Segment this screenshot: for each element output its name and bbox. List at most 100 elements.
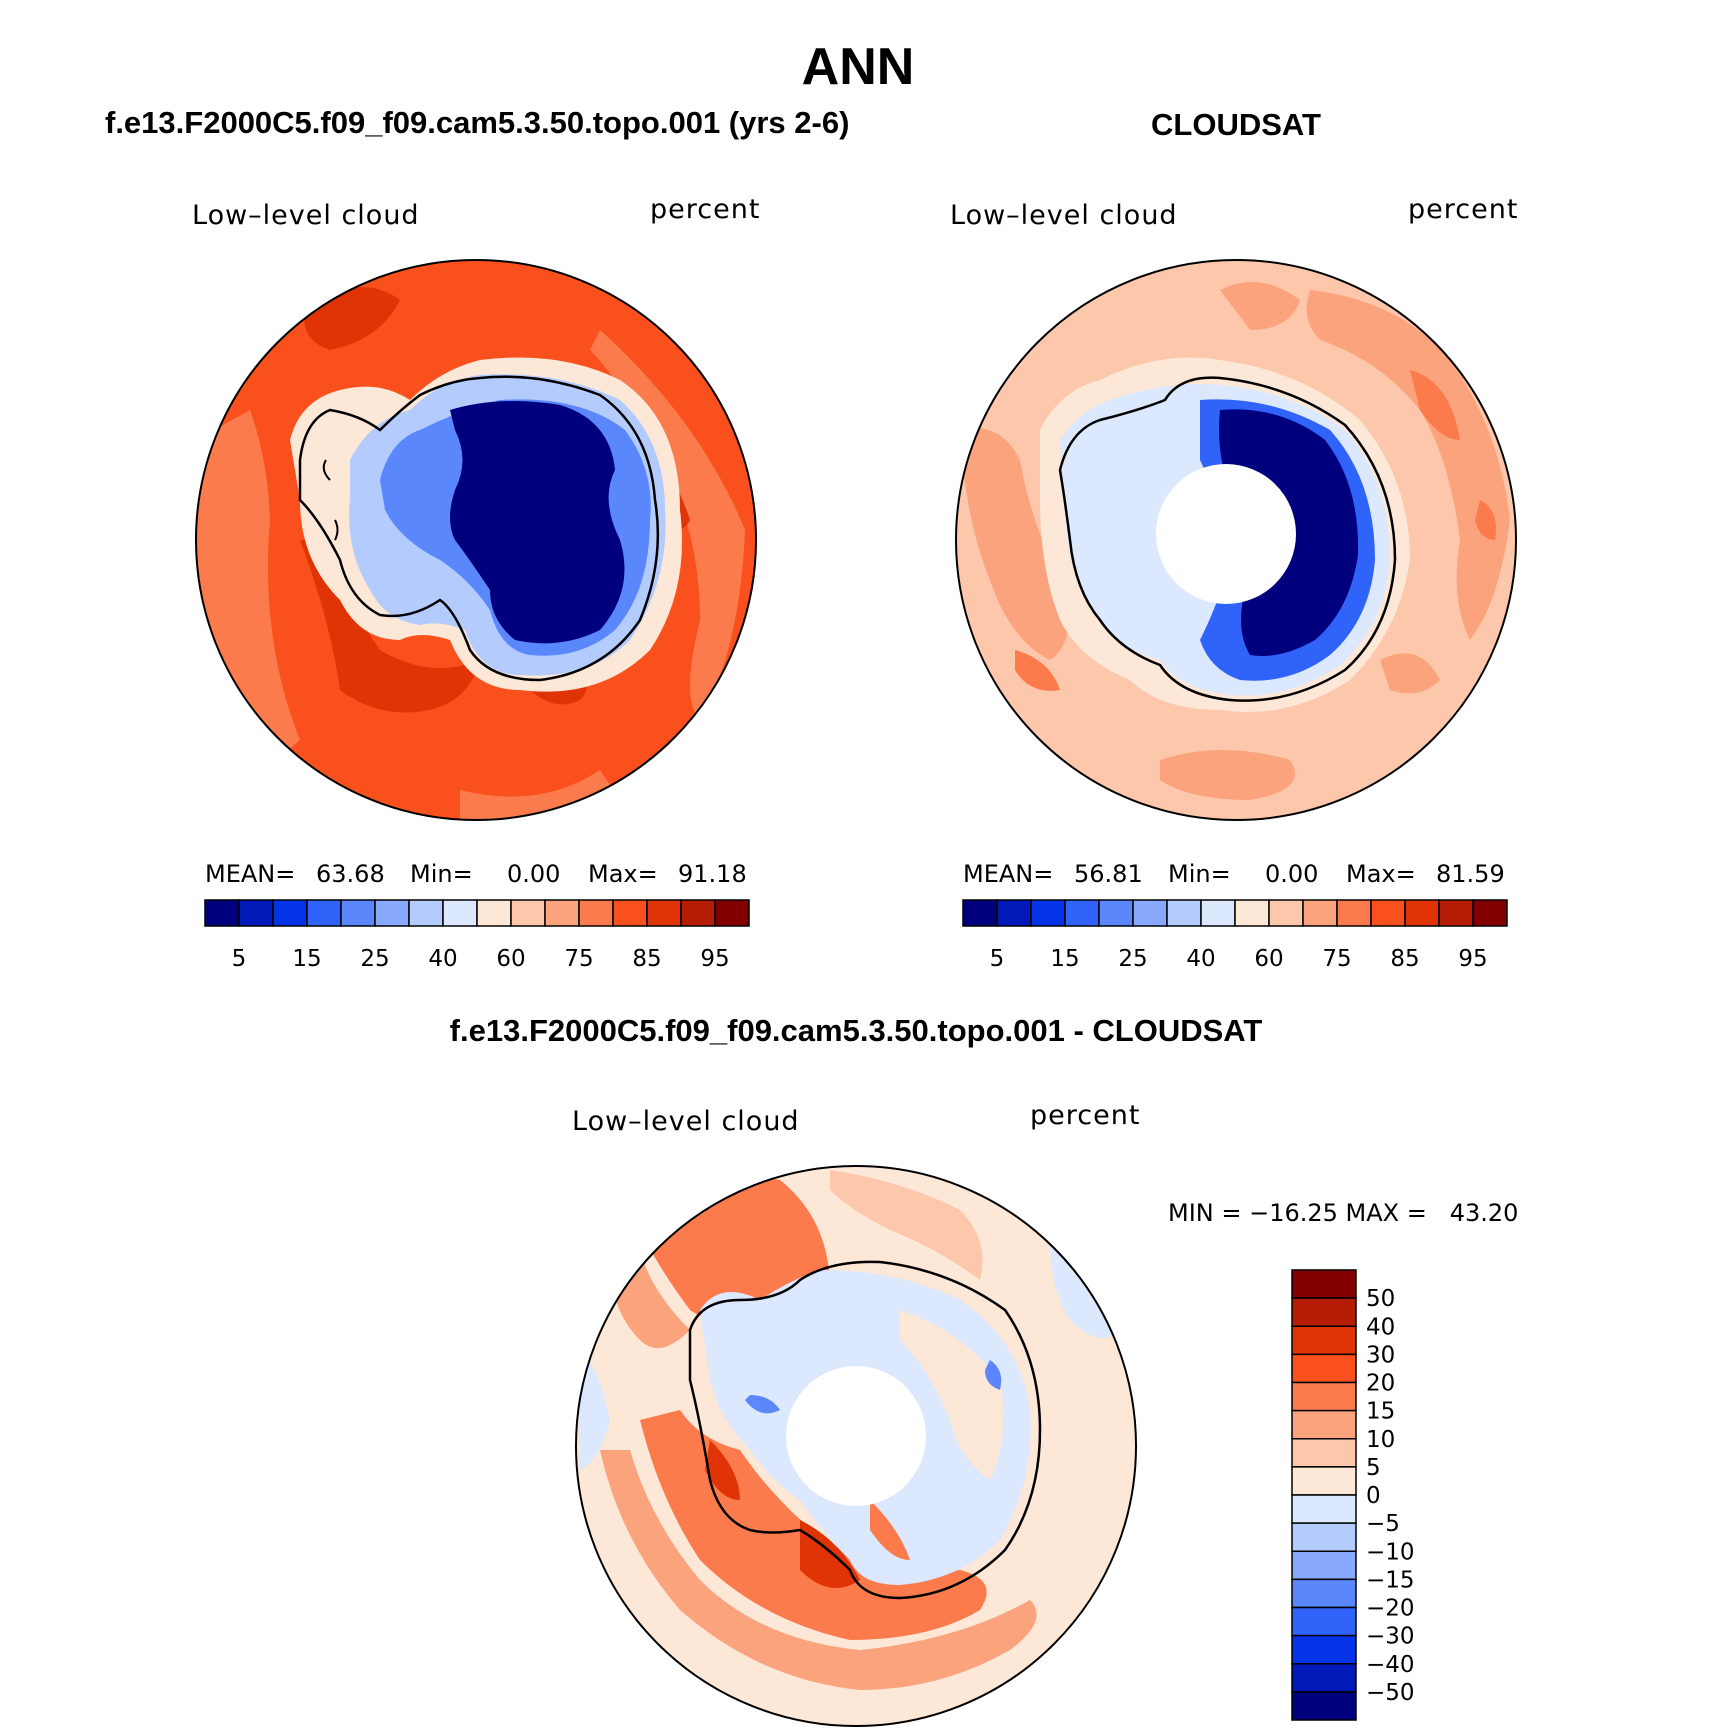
- panel-model-map-border: [195, 259, 757, 821]
- panel-diff-minmax: MIN = −16.25 MAX = 43.20: [1168, 1199, 1518, 1227]
- panel-model-colorbar-tick-label: 75: [564, 946, 593, 972]
- panel-model-max-value: 91.18: [678, 860, 747, 888]
- panel-diff-colorbar-tick-label: 40: [1366, 1314, 1395, 1340]
- panel-obs-colorbar-swatch: [1302, 899, 1338, 927]
- panel-diff-colorbar-swatch: [1291, 1522, 1357, 1552]
- panel-diff-colorbar-tick-label: −20: [1366, 1596, 1415, 1622]
- panel-obs-colorbar-ticks: 5 15 25 40 60 75 85 95: [990, 946, 1488, 972]
- panel-obs-colorbar-swatch: [1166, 899, 1202, 927]
- panel-obs-colorbar-tick-label: 95: [1458, 946, 1487, 972]
- panel-obs-max-label: Max=: [1346, 860, 1416, 888]
- panel-obs-colorbar: [962, 899, 1508, 927]
- panel-diff: f.e13.F2000C5.f09_f09.cam5.3.50.topo.001…: [450, 1013, 1518, 1727]
- panel-model-mean-label: MEAN=: [205, 860, 295, 888]
- panel-obs-colorbar-swatch: [1268, 899, 1304, 927]
- panel-obs-colorbar-tick-label: 60: [1254, 946, 1283, 972]
- panel-model-colorbar-tick-label: 95: [700, 946, 729, 972]
- panel-model-colorbar-tick-label: 85: [632, 946, 661, 972]
- panel-diff-colorbar-swatch: [1291, 1381, 1357, 1412]
- panel-diff-map-border: [575, 1165, 1137, 1727]
- panel-diff-units-label: percent: [1030, 1100, 1140, 1131]
- panel-obs-colorbar-swatch: [1404, 899, 1440, 927]
- panel-obs-colorbar-swatch: [996, 899, 1032, 927]
- panel-model-variable-label: Low–level cloud: [192, 200, 420, 231]
- panel-model-colorbar-swatch: [374, 899, 410, 927]
- panel-obs-map: [956, 260, 1516, 820]
- panel-model-colorbar-swatch: [578, 899, 614, 927]
- panel-diff-colorbar-swatch: [1291, 1409, 1357, 1440]
- panel-model-colorbar-swatch: [646, 899, 682, 927]
- panel-model-min-value: 0.00: [507, 860, 560, 888]
- panel-model-colorbar-tick-label: 40: [428, 946, 457, 972]
- panel-diff-colorbar-swatch: [1291, 1663, 1357, 1693]
- panel-model-colorbar-swatch: [476, 899, 512, 927]
- panel-obs-units-label: percent: [1408, 194, 1518, 225]
- panel-diff-colorbar-swatch: [1291, 1269, 1357, 1299]
- panel-diff-colorbar-tick-label: −10: [1366, 1539, 1415, 1565]
- panel-diff-colorbar-swatch: [1291, 1353, 1357, 1384]
- panel-obs-colorbar-tick-label: 15: [1050, 946, 1079, 972]
- panel-model-colorbar: [204, 899, 750, 927]
- panel-diff-variable-label: Low–level cloud: [572, 1106, 800, 1137]
- panel-obs-max-value: 81.59: [1436, 860, 1505, 888]
- panel-diff-title: f.e13.F2000C5.f09_f09.cam5.3.50.topo.001…: [450, 1013, 1263, 1048]
- panel-obs-min-label: Min=: [1168, 860, 1231, 888]
- panel-model-colorbar-swatch: [238, 899, 274, 927]
- panel-model-colorbar-tick-label: 5: [232, 946, 247, 972]
- panel-diff-colorbar-tick-label: −15: [1366, 1567, 1415, 1593]
- panel-model-colorbar-swatch: [544, 899, 580, 927]
- panel-model-colorbar-swatch: [408, 899, 444, 927]
- panel-diff-colorbar-swatch: [1291, 1634, 1357, 1665]
- panel-diff-colorbar-tick-label: −40: [1366, 1652, 1415, 1678]
- panel-diff-colorbar-swatch: [1291, 1606, 1357, 1637]
- panel-obs-colorbar-swatch: [1438, 899, 1474, 927]
- panel-model-colorbar-swatch: [204, 899, 240, 927]
- panel-diff-colorbar-tick-label: 5: [1366, 1455, 1381, 1481]
- panel-model-colorbar-swatch: [510, 899, 546, 927]
- panel-model-colorbar-tick-label: 60: [496, 946, 525, 972]
- panel-diff-colorbar-tick-label: 20: [1366, 1371, 1395, 1397]
- panel-diff-colorbar-tick-label: 15: [1366, 1399, 1395, 1425]
- panel-diff-colorbar-tick-label: −30: [1366, 1624, 1415, 1650]
- panel-model-colorbar-swatch: [442, 899, 478, 927]
- panel-model: f.e13.F2000C5.f09_f09.cam5.3.50.topo.001…: [105, 105, 849, 972]
- panel-model-colorbar-swatch: [680, 899, 716, 927]
- panel-obs-colorbar-swatch: [1030, 899, 1066, 927]
- panel-model-max-label: Max=: [588, 860, 658, 888]
- panel-obs-title: CLOUDSAT: [1151, 107, 1321, 142]
- panel-diff-colorbar-tick-label: −50: [1366, 1680, 1415, 1706]
- panel-model-min-label: Min=: [410, 860, 473, 888]
- panel-diff-colorbar-swatch: [1291, 1550, 1357, 1581]
- panel-obs-variable-label: Low–level cloud: [950, 200, 1178, 231]
- panel-obs-colorbar-swatch: [1064, 899, 1100, 927]
- panel-model-colorbar-swatch: [340, 899, 376, 927]
- panel-model-colorbar-swatch: [272, 899, 308, 927]
- panel-obs-colorbar-swatch: [1234, 899, 1270, 927]
- panel-diff-colorbar-tick-label: −5: [1366, 1511, 1400, 1537]
- figure-title: ANN: [802, 38, 915, 96]
- panel-model-units-label: percent: [650, 194, 760, 225]
- panel-model-colorbar-swatch: [714, 899, 750, 927]
- panel-obs-colorbar-tick-label: 40: [1186, 946, 1215, 972]
- panel-obs-colorbar-swatch: [1098, 899, 1134, 927]
- panel-diff-colorbar-swatch: [1291, 1438, 1357, 1468]
- panel-model-colorbar-tick-label: 15: [292, 946, 321, 972]
- panel-obs-colorbar-swatch: [1336, 899, 1372, 927]
- panel-model-mean-value: 63.68: [316, 860, 385, 888]
- panel-obs-colorbar-tick-label: 75: [1322, 946, 1351, 972]
- panel-model-title: f.e13.F2000C5.f09_f09.cam5.3.50.topo.001…: [105, 105, 849, 140]
- panel-diff-colorbar-tick-label: 10: [1366, 1427, 1395, 1453]
- panel-diff-colorbar-swatch: [1291, 1578, 1357, 1609]
- panel-obs-colorbar-tick-label: 25: [1118, 946, 1147, 972]
- panel-diff-colorbar: [1291, 1269, 1357, 1721]
- panel-diff-colorbar-swatch: [1291, 1691, 1357, 1721]
- panel-obs-colorbar-tick-label: 85: [1390, 946, 1419, 972]
- panel-diff-colorbar-swatch: [1291, 1297, 1357, 1327]
- panel-diff-colorbar-swatch: [1291, 1466, 1357, 1496]
- panel-model-map: [196, 260, 756, 820]
- panel-diff-map: [576, 1166, 1136, 1726]
- panel-diff-colorbar-swatch: [1291, 1325, 1357, 1356]
- panel-model-colorbar-ticks: 5 15 25 40 60 75 85 95: [232, 946, 730, 972]
- panel-obs-min-value: 0.00: [1265, 860, 1318, 888]
